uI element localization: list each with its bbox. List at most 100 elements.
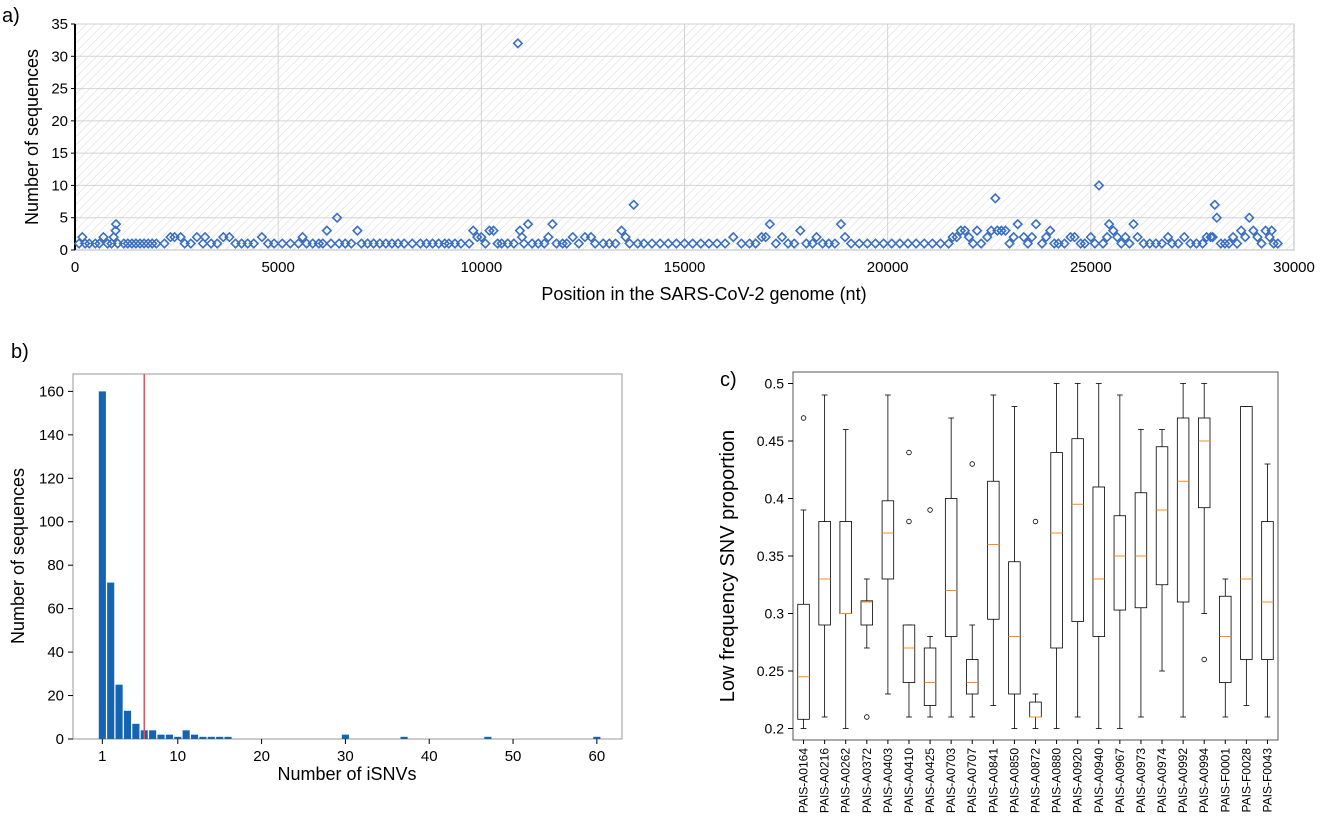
plot-a-point xyxy=(695,238,707,249)
plot-b-x-tick-label: 50 xyxy=(505,748,522,765)
plot-b-bar xyxy=(98,391,106,739)
plot-a-point xyxy=(110,218,122,230)
plot-a-point xyxy=(1089,238,1101,249)
plot-c-category-label: PAIS-A0992 xyxy=(1176,748,1190,813)
plot-a-point xyxy=(1231,238,1243,249)
plot-a-point xyxy=(126,238,138,249)
plot-a-x-tick-label: 10000 xyxy=(460,259,502,276)
plot-a-point xyxy=(1252,231,1263,243)
panel-b-label: b) xyxy=(11,341,29,363)
plot-a-point xyxy=(224,231,235,243)
plot-b-bar xyxy=(174,736,182,739)
plot-a-point xyxy=(1044,225,1056,236)
plot-a-point xyxy=(1075,238,1087,249)
plot-a-point xyxy=(248,238,260,249)
plot-c-category-label: PAIS-A0940 xyxy=(1092,748,1106,813)
plot-a-point xyxy=(610,238,621,249)
plot-a-point xyxy=(467,225,479,236)
plot-a-y-tick-label: 10 xyxy=(51,177,68,194)
plot-c-category-label: PAIS-A0703 xyxy=(944,748,958,813)
plot-a-point xyxy=(1036,238,1048,249)
plot-a-x-axis-title: Position in the SARS-CoV-2 genome (nt) xyxy=(541,284,866,304)
plot-a-y-tick-label: 25 xyxy=(51,81,68,98)
plot-a-point xyxy=(1178,231,1190,243)
plot-a-point xyxy=(794,225,806,236)
plot-a-point xyxy=(89,238,101,249)
plot-a-point xyxy=(862,238,873,249)
plot-a-point xyxy=(971,225,983,236)
plot-a-y-tick-label: 5 xyxy=(60,210,68,227)
plot-a-point xyxy=(947,231,959,243)
plot-b-bar xyxy=(107,582,115,739)
plot-a-point xyxy=(122,238,134,249)
plot-a-point xyxy=(463,238,475,249)
plot-a-point xyxy=(573,238,585,249)
plot-c-boxes xyxy=(797,383,1274,729)
plot-c-category-label: PAIS-A0841 xyxy=(986,748,1000,813)
plot-a-point xyxy=(1040,231,1052,243)
plot-b-y-tick-label: 120 xyxy=(39,470,64,487)
plot-c-category-label: PAIS-F0043 xyxy=(1260,748,1274,813)
plot-a-point xyxy=(646,238,658,249)
plot-c-box xyxy=(1155,446,1169,586)
plot-a-point xyxy=(1215,238,1227,249)
plot-c-category-label: PAIS-A0967 xyxy=(1113,748,1127,813)
plot-a-point xyxy=(687,238,698,249)
plot-b-bar xyxy=(149,730,157,739)
plot-a-point xyxy=(471,231,483,243)
plot-c-flier xyxy=(1032,518,1039,525)
plot-b-y-tick-label: 140 xyxy=(39,427,64,444)
plot-a-point xyxy=(662,238,674,249)
plot-a-point xyxy=(719,238,731,249)
plot-c-category-labels: PAIS-A0164 PAIS-A0216 PAIS-A0262 PAIS-A0372… xyxy=(797,740,1274,813)
plot-b-bar xyxy=(484,736,492,739)
plot-a-y-axis-title: Number of sequences xyxy=(22,49,42,225)
plot-b-x-tick-label: 10 xyxy=(169,748,186,765)
plot-a-point xyxy=(191,231,203,243)
plot-b-bar xyxy=(190,734,199,739)
plot-a-point xyxy=(1120,231,1131,243)
plot-c-box xyxy=(1071,438,1084,622)
plot-c-category-label: PAIS-A0973 xyxy=(1134,748,1148,813)
plot-a-point xyxy=(736,238,747,249)
panel-a: a) 0 5 10 15 20 25 30 35 0 5000 10000 15000 20000 25… xyxy=(2,5,1315,304)
plot-c-box xyxy=(1113,515,1127,611)
plot-c-box xyxy=(1092,486,1105,637)
plot-a-point xyxy=(1079,238,1091,249)
plot-a-point xyxy=(1128,218,1139,230)
plot-a-point xyxy=(118,238,130,249)
plot-b-bar xyxy=(593,736,601,739)
plot-a-point xyxy=(918,238,930,249)
plot-a-point xyxy=(711,238,723,249)
plot-a-point xyxy=(811,231,822,243)
plot-a-point xyxy=(1219,238,1231,249)
plot-c-category-label: PAIS-A0974 xyxy=(1155,748,1169,813)
plot-a-point xyxy=(1065,231,1076,243)
plot-a-point xyxy=(935,238,946,249)
plot-a-points xyxy=(73,38,1284,249)
plot-a-point xyxy=(518,238,530,249)
plot-a-point xyxy=(1209,199,1221,211)
plot-a-point xyxy=(878,238,889,249)
plot-a-point xyxy=(943,238,954,249)
plot-a-point xyxy=(589,238,601,249)
plot-a-point xyxy=(1022,238,1034,249)
plot-a-point xyxy=(975,238,987,249)
plot-a-y-tick-label: 0 xyxy=(60,242,68,259)
plot-a-point xyxy=(1197,238,1208,249)
plot-a-point xyxy=(992,225,1003,236)
plot-c-flier xyxy=(906,449,912,456)
plot-a-point xyxy=(870,238,881,249)
plot-a-y-tick-label: 15 xyxy=(51,145,68,162)
plot-c-box xyxy=(839,521,852,614)
plot-c-box xyxy=(860,600,874,626)
plot-a-point xyxy=(776,231,788,243)
plot-a-point xyxy=(1097,238,1109,249)
plot-a-point xyxy=(910,238,922,249)
plot-b-y-tick-label: 20 xyxy=(47,688,64,705)
plot-a-y-tick-label: 30 xyxy=(51,48,68,65)
plot-a-point xyxy=(484,225,495,236)
plot-a-point xyxy=(845,238,857,249)
plot-c-box xyxy=(1219,595,1232,683)
plot-a-point xyxy=(480,238,491,249)
